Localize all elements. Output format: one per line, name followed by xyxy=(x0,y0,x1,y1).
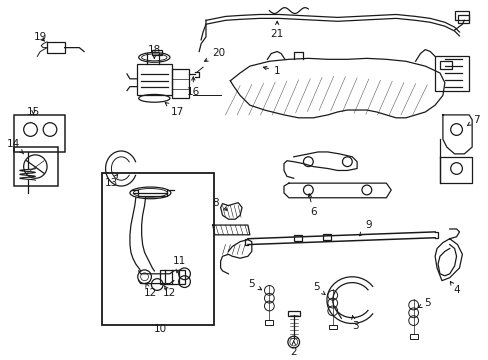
Bar xyxy=(409,334,417,339)
Bar xyxy=(14,115,64,152)
Bar xyxy=(287,311,299,316)
Text: 7: 7 xyxy=(467,115,478,126)
Text: 12: 12 xyxy=(143,283,157,298)
Bar xyxy=(171,69,189,98)
Text: 19: 19 xyxy=(34,32,47,42)
Text: 21: 21 xyxy=(270,21,283,39)
Bar xyxy=(454,10,468,20)
Text: 5: 5 xyxy=(312,283,325,294)
Text: 3: 3 xyxy=(351,316,358,332)
Bar xyxy=(328,324,336,329)
Text: 9: 9 xyxy=(359,220,371,236)
Text: 2: 2 xyxy=(290,341,296,357)
Bar xyxy=(47,42,64,54)
Text: 8: 8 xyxy=(212,198,227,210)
Text: 16: 16 xyxy=(186,77,200,98)
Bar xyxy=(265,320,273,324)
Text: 18: 18 xyxy=(147,45,161,58)
Text: 14: 14 xyxy=(7,139,23,154)
Bar xyxy=(102,174,213,324)
Text: 15: 15 xyxy=(27,107,40,117)
Text: 5: 5 xyxy=(418,298,430,308)
Bar xyxy=(439,61,451,69)
Text: 10: 10 xyxy=(153,324,166,334)
Bar xyxy=(434,57,468,90)
Text: 11: 11 xyxy=(173,256,186,273)
Text: 1: 1 xyxy=(263,66,280,76)
Text: 4: 4 xyxy=(449,282,459,296)
Bar xyxy=(293,235,301,241)
Bar xyxy=(322,234,330,240)
Bar xyxy=(457,15,468,23)
Bar xyxy=(152,50,162,55)
Text: 12: 12 xyxy=(163,285,176,298)
Bar xyxy=(137,64,171,95)
Text: 20: 20 xyxy=(204,49,225,61)
Bar xyxy=(14,147,58,186)
Text: 6: 6 xyxy=(307,194,316,217)
Text: 17: 17 xyxy=(165,103,184,117)
Text: 5: 5 xyxy=(248,279,261,290)
Bar xyxy=(160,270,184,284)
Text: 13: 13 xyxy=(104,174,118,188)
